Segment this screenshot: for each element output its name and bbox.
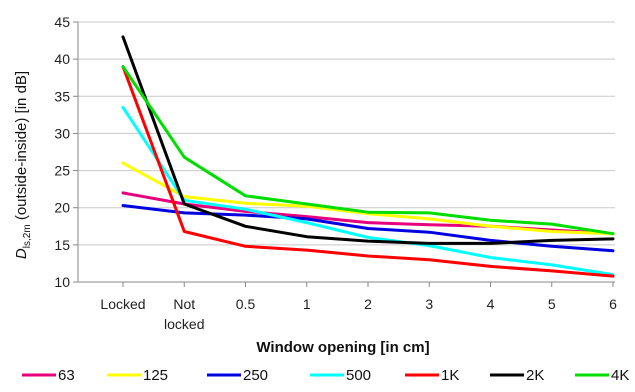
legend-label: 63: [58, 367, 75, 384]
y-axis-label: Dls,2m (outside-inside) [in dB]: [13, 71, 33, 259]
x-tick-label: 4: [487, 296, 495, 312]
legend-item-250: 250: [207, 367, 268, 384]
series-line-4k: [121, 65, 615, 236]
x-tick-label: Not: [173, 296, 195, 312]
legend-label: 4K: [611, 367, 629, 384]
y-axis-label-main: D: [13, 248, 30, 259]
y-tick-label: 35: [54, 88, 70, 104]
y-tick-label: 40: [54, 51, 70, 67]
y-tick-label: 15: [54, 237, 70, 253]
legend-label: 500: [346, 367, 371, 384]
series-line-250: [121, 204, 615, 253]
legend-item-63: 63: [22, 367, 75, 384]
series-lines: [121, 35, 615, 278]
legend-item-1k: 1K: [405, 367, 459, 384]
legend-label: 250: [243, 367, 268, 384]
y-tick-label: 20: [54, 200, 70, 216]
x-tick-label: 5: [548, 296, 556, 312]
legend-item-125: 125: [107, 367, 168, 384]
y-axis-label-rest: (outside-inside) [in dB]: [13, 71, 30, 224]
x-tick-label-line2: locked: [164, 316, 204, 332]
x-tick-label: 1: [303, 296, 311, 312]
y-axis-ticks: 10 15 20 25 30 35 40 45: [54, 14, 78, 290]
x-axis-ticks: Locked Not locked 0.5 1 2 3 4 5 6: [100, 282, 617, 332]
y-axis-label-sub: ls,2m: [22, 224, 33, 248]
series-line-1k: [121, 65, 615, 278]
x-tick-label: 6: [609, 296, 617, 312]
series-line-2k: [121, 35, 615, 245]
x-tick-label: 3: [425, 296, 433, 312]
legend: 63 125 250 500 1K 2K 4K: [22, 367, 629, 384]
y-tick-label: 10: [54, 274, 70, 290]
y-tick-label: 25: [54, 163, 70, 179]
legend-item-4k: 4K: [575, 367, 629, 384]
legend-label: 125: [143, 367, 168, 384]
y-tick-label: 30: [54, 125, 70, 141]
x-tick-label: 0.5: [236, 296, 256, 312]
legend-item-2k: 2K: [490, 367, 544, 384]
legend-item-500: 500: [310, 367, 371, 384]
y-tick-label: 45: [54, 14, 70, 30]
x-tick-label: Locked: [100, 296, 145, 312]
legend-label: 1K: [441, 367, 459, 384]
x-tick-label: 2: [364, 296, 372, 312]
series-line-500: [121, 105, 615, 277]
legend-label: 2K: [526, 367, 544, 384]
x-axis-label: Window opening [in cm]: [256, 339, 429, 356]
